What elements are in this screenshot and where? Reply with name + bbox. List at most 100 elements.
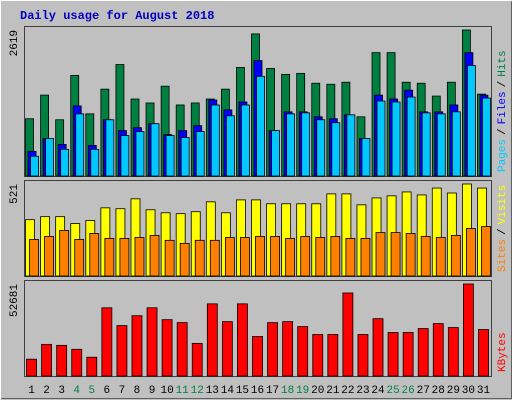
bar [451,111,461,177]
x-tick-label: 13 [206,385,219,397]
bar [241,104,250,177]
bar [180,137,190,177]
bar [482,97,491,177]
bar [282,321,294,377]
bar [210,104,220,177]
bar [105,119,115,177]
x-tick-label: 8 [134,385,141,397]
bar [342,292,354,377]
bar [406,96,416,177]
bar [417,328,429,377]
bar [194,239,205,277]
bar [135,131,145,177]
x-tick-label: 20 [311,385,324,397]
bar [206,303,218,377]
bar [101,307,113,377]
bar [164,239,175,277]
bar [297,326,309,377]
bar [390,232,401,277]
y-tick-label: 2619 [9,30,21,56]
bar [41,343,52,377]
bar [466,228,476,277]
x-tick-label: 17 [266,385,279,397]
bar [270,236,280,277]
bar [59,230,70,277]
bar [195,131,205,177]
bar [74,239,85,277]
bar [312,334,324,377]
legend-separator: / [497,228,509,235]
bar [176,322,188,377]
chart-title: Daily usage for August 2018 [20,9,214,23]
bar [372,318,384,377]
bar [331,122,341,177]
bar [316,119,326,177]
legend-separator: / [497,81,509,88]
bar [402,332,414,377]
bar [327,334,339,377]
bar [44,236,54,277]
x-tick-label: 10 [161,385,174,397]
x-tick-label: 22 [341,385,354,397]
bar [286,113,296,177]
x-tick-label: 27 [417,385,430,397]
bar [131,315,143,377]
x-tick-label: 14 [221,385,235,397]
bar [26,358,37,377]
bar [315,237,326,277]
x-tick-label: 1 [28,385,35,397]
bar [420,236,431,277]
bar [391,101,401,177]
x-tick-label: 25 [386,385,399,397]
bar [346,114,356,177]
bar [120,135,130,177]
legend-entry: Hits [497,50,509,76]
bar [56,344,68,377]
x-tick-label: 16 [251,385,264,397]
x-tick-label: 3 [58,385,65,397]
bar [360,237,371,277]
legend-separator: / [497,128,509,135]
x-tick-label: 24 [371,385,385,397]
bar [252,336,263,377]
x-tick-label: 6 [104,385,111,397]
bar [436,113,446,177]
bar [146,307,158,377]
x-tick-label: 28 [432,385,445,397]
legend-entry: KBytes [497,332,509,372]
x-tick-label: 29 [447,385,460,397]
bar [435,237,446,277]
bar [478,329,489,377]
x-tick-label: 7 [119,385,126,397]
bar [267,322,278,377]
bar [29,239,39,277]
bar [271,130,280,177]
bar [361,138,371,177]
x-tick-label: 5 [88,385,95,397]
bar [432,323,444,377]
y-tick-label: 52681 [9,284,21,317]
bar [116,325,128,377]
bar [345,237,356,277]
y-tick-label: 521 [9,184,21,204]
bar [421,112,431,177]
legend-entry: Pages [497,139,509,172]
bar [237,303,248,377]
legend: KBytes [497,332,509,372]
x-tick-label: 18 [281,385,294,397]
bar [330,236,341,277]
bar [179,242,190,277]
bar [30,155,39,177]
legend-entry: Sites [497,239,509,272]
x-tick-label: 4 [73,385,80,397]
bar [71,348,83,377]
bar [119,237,130,277]
bar [255,236,265,277]
legend-entry: Visits [497,185,509,225]
bar [90,148,100,177]
x-tick-label: 26 [402,385,415,397]
bar [86,356,98,377]
bar [301,112,311,177]
